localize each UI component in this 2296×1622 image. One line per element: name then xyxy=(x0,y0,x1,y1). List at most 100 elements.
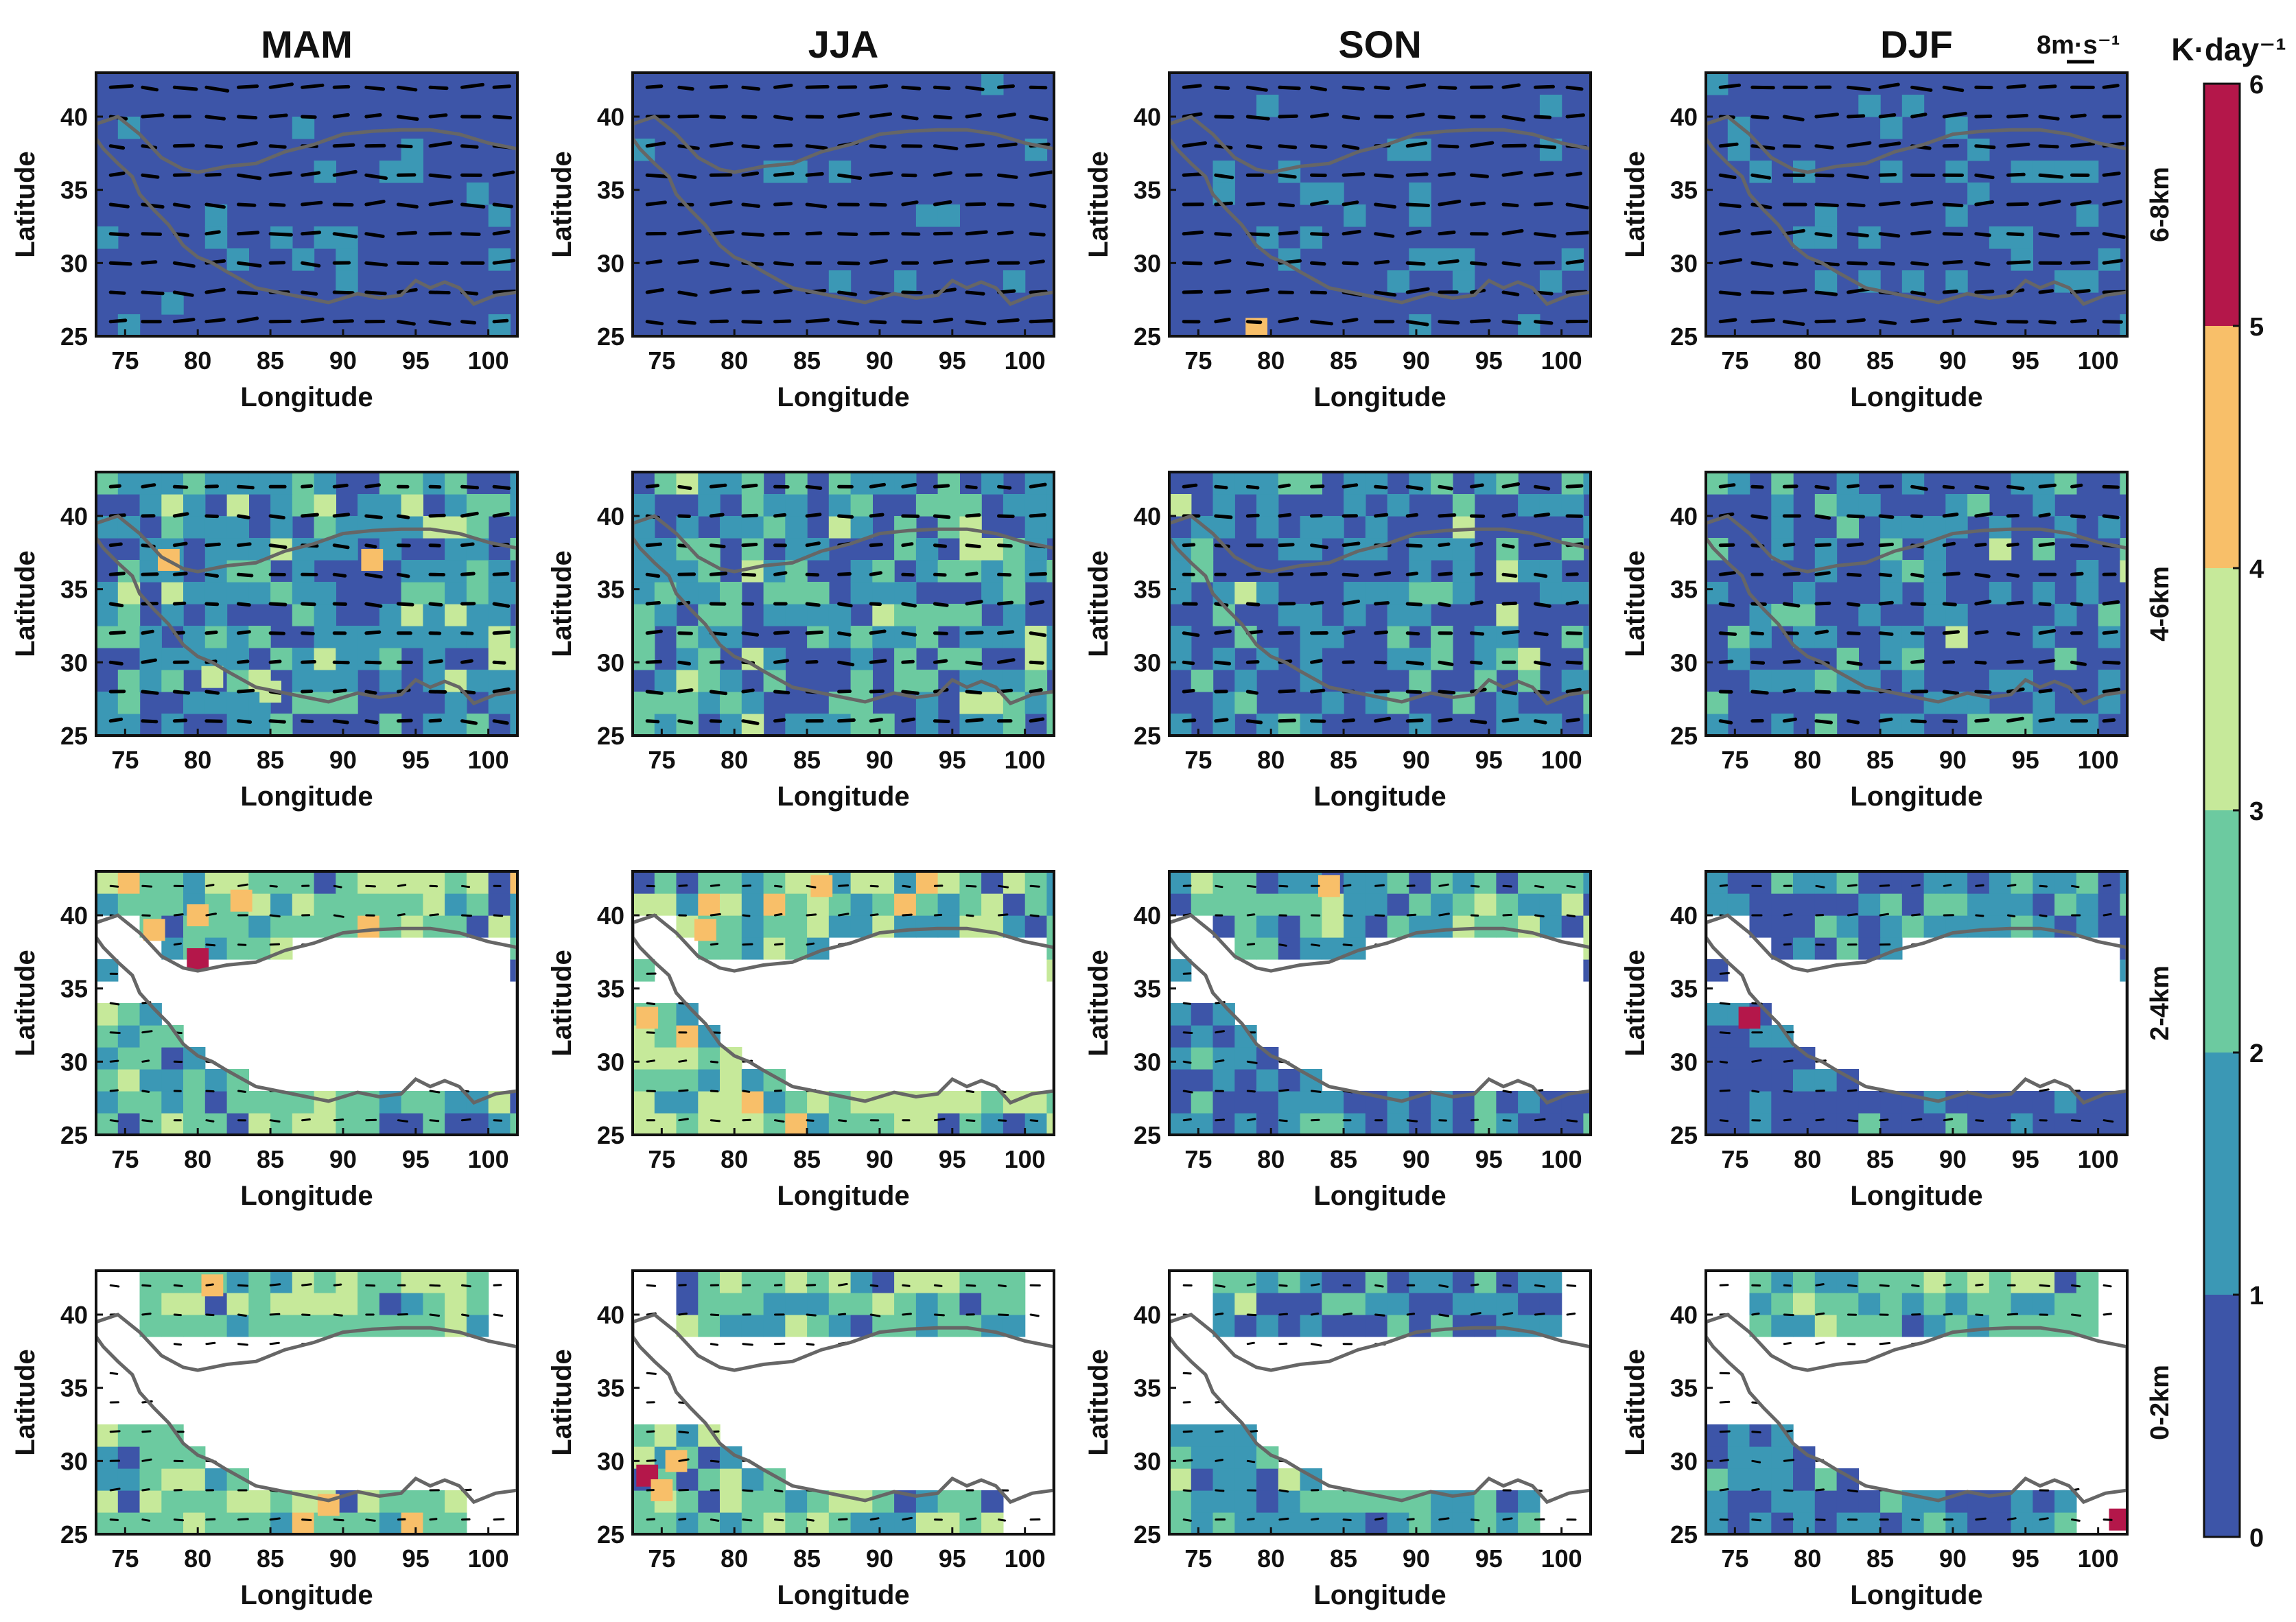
heatmap-cell xyxy=(2033,915,2055,938)
wind-vector xyxy=(1182,1002,1191,1005)
wind-vector xyxy=(1278,231,1299,236)
wind-vector xyxy=(237,1284,248,1287)
wind-vector xyxy=(1814,484,1830,491)
wind-vector xyxy=(1718,483,1736,489)
wind-vector xyxy=(709,200,733,207)
heatmap-cell xyxy=(676,516,699,539)
wind-vector xyxy=(141,232,162,236)
wind-vector xyxy=(1534,1284,1545,1288)
wind-vector xyxy=(109,1372,119,1375)
heatmap-cells xyxy=(96,871,517,1135)
wind-vector xyxy=(204,572,219,578)
heatmap-cell xyxy=(1706,893,1729,916)
wind-vector xyxy=(108,84,134,89)
heatmap-cell xyxy=(510,893,517,916)
wind-vector xyxy=(1750,690,1769,695)
wind-vector xyxy=(709,84,729,89)
wind-vector xyxy=(837,232,858,236)
wind-vector xyxy=(1342,200,1359,207)
heatmap-cell xyxy=(1706,692,1729,714)
heatmap-cell xyxy=(872,582,895,604)
heatmap-cell xyxy=(1213,1069,1235,1092)
heatmap-cell xyxy=(1793,582,1816,604)
wind-vector xyxy=(1534,172,1554,177)
wind-vector xyxy=(838,1282,848,1286)
wind-vector xyxy=(933,115,952,120)
heatmap-cell xyxy=(1300,626,1322,648)
heatmap-cell xyxy=(1945,161,1968,183)
wind-vector xyxy=(1029,115,1049,121)
y-tick-label: 25 xyxy=(60,1520,88,1549)
wind-vector xyxy=(1246,1060,1258,1064)
heatmap-cell xyxy=(785,1271,808,1293)
heatmap-cell xyxy=(117,871,141,894)
heatmap-cell xyxy=(894,1113,917,1135)
heatmap-cell xyxy=(698,1091,721,1114)
heatmap-cell xyxy=(1234,1315,1257,1337)
heatmap-cell xyxy=(1409,582,1431,604)
wind-vector xyxy=(269,914,281,918)
x-tick-label: 100 xyxy=(1541,1544,1582,1573)
panel-frame xyxy=(1168,471,1592,737)
wind-vector xyxy=(773,690,790,695)
heatmap-cell xyxy=(466,626,489,648)
wind-vector xyxy=(429,1313,441,1317)
heatmap-cell xyxy=(1901,1293,1925,1315)
heatmap-cell xyxy=(204,226,228,249)
wind-vector xyxy=(997,84,1015,89)
wind-vector xyxy=(2071,1284,2081,1288)
heatmap-cell xyxy=(1727,1424,1750,1447)
wind-vector xyxy=(172,143,195,148)
heatmap-cell xyxy=(1431,1271,1453,1293)
heatmap-cell xyxy=(959,1315,982,1337)
wind-vector xyxy=(1910,719,1927,724)
heatmap-cell xyxy=(204,604,228,626)
season-title-SON: SON xyxy=(1338,23,1421,66)
panel-plot-area xyxy=(1706,871,2127,1135)
wind-vector xyxy=(1029,170,1054,177)
heatmap-cell xyxy=(1945,1293,1968,1315)
wind-vector xyxy=(1718,142,1739,148)
wind-vector xyxy=(364,572,383,579)
heatmap-cell xyxy=(1923,893,1946,916)
heatmap-cell xyxy=(1923,582,1946,604)
layer-title-4-6km: 4-6km xyxy=(2146,566,2175,642)
wind-vector xyxy=(773,143,793,148)
heatmap-cell xyxy=(2011,161,2033,183)
heatmap-cell xyxy=(1539,494,1562,517)
heatmap-cell xyxy=(248,626,271,648)
heatmap-cell xyxy=(1880,915,1903,938)
heatmap-cell xyxy=(1518,1113,1541,1135)
heatmap-cell xyxy=(1191,1512,1214,1534)
heatmap-cell xyxy=(1431,1512,1453,1534)
heatmap-cell xyxy=(401,604,423,626)
plateau-boundary xyxy=(1706,115,2127,307)
wind-vector xyxy=(677,484,692,491)
heatmap-cell xyxy=(1583,472,1591,495)
heatmap-cell xyxy=(1213,582,1235,604)
heatmap-cell xyxy=(1793,1490,1816,1513)
wind-vector xyxy=(1942,232,1964,236)
wind-vector xyxy=(1910,514,1923,519)
heatmap-cell xyxy=(1234,1069,1257,1092)
heatmap-cell xyxy=(466,560,489,583)
wind-vector xyxy=(709,230,735,236)
heatmap-cell xyxy=(807,1271,830,1293)
heatmap-cell xyxy=(1169,1091,1192,1114)
heatmap-cell xyxy=(1727,1069,1750,1092)
wind-vector xyxy=(1718,631,1737,636)
y-tick-label: 25 xyxy=(1670,1520,1698,1549)
x-tick-label: 100 xyxy=(1005,746,1046,774)
heatmap-cell xyxy=(1539,915,1562,938)
heatmap-cell xyxy=(96,714,119,736)
wind-vector xyxy=(396,115,419,121)
y-tick-label: 40 xyxy=(60,1301,88,1329)
heatmap-cell xyxy=(488,893,511,916)
heatmap-cell xyxy=(1234,1468,1257,1491)
y-tick-label: 30 xyxy=(1134,1048,1161,1076)
wind-vector xyxy=(741,171,760,177)
wind-vector xyxy=(645,659,663,664)
wind-vector xyxy=(1782,717,1797,723)
heatmap-cell xyxy=(698,1293,721,1315)
